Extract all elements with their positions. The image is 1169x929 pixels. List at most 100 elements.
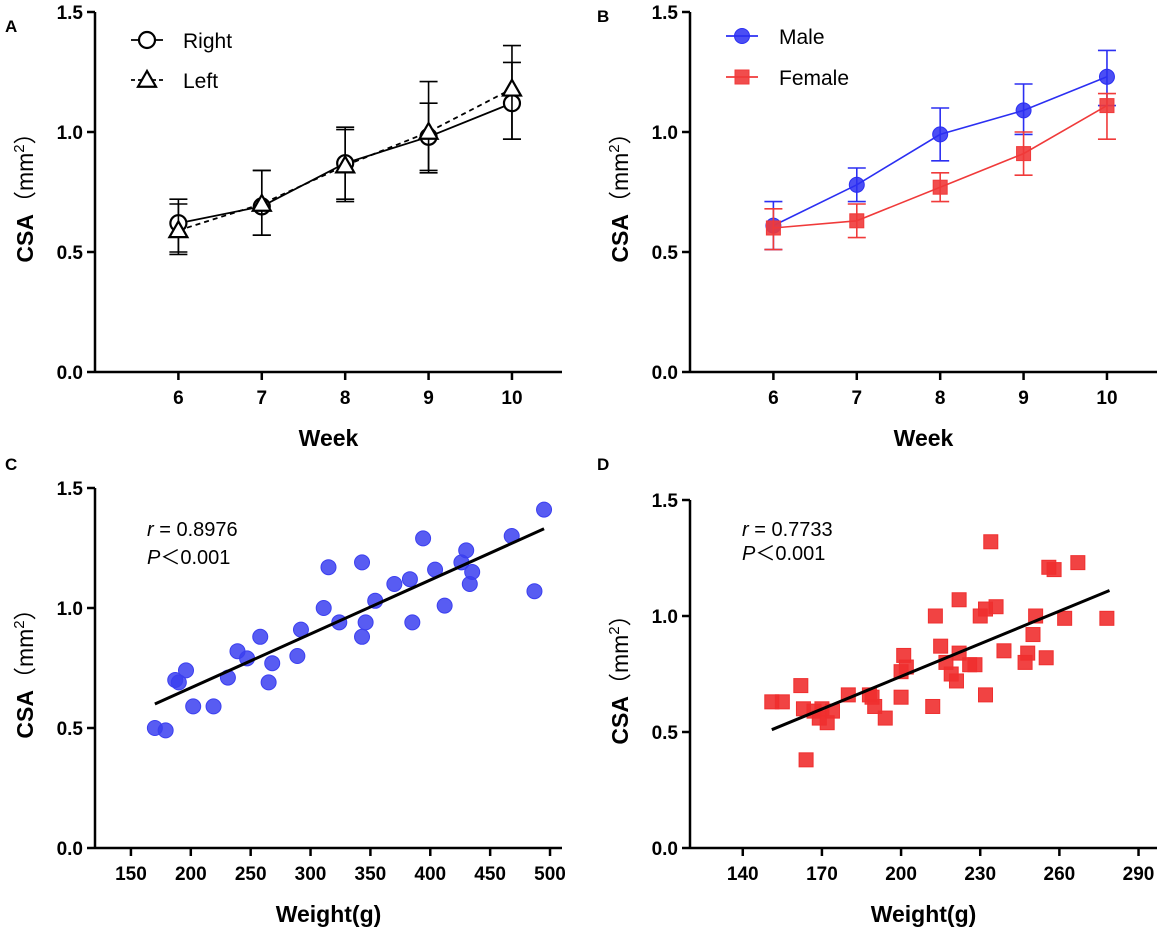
data-point [932, 179, 948, 195]
panel-b: 0.0 0.5 1.0 1.5 6 7 8 9 10 Week CSA（mm2） B Male Femal… [597, 3, 1157, 451]
data-point [774, 694, 790, 710]
x-tick-label: 200 [885, 864, 917, 885]
data-point [458, 542, 475, 559]
y-tick-label: 1.5 [57, 3, 84, 24]
data-point [948, 673, 964, 689]
y-axis-title-close: ） [607, 121, 633, 144]
data-point [354, 554, 371, 571]
data-point [289, 648, 306, 664]
series-female [764, 92, 1116, 251]
data-point [765, 220, 781, 236]
data-point [167, 219, 190, 239]
y-axis-title-unit: （mm [12, 629, 38, 690]
data-point [996, 643, 1012, 659]
data-point [1057, 610, 1073, 626]
r-symbol: r [147, 519, 155, 541]
data-point [170, 674, 187, 691]
x-tick-label: 10 [1096, 388, 1117, 409]
data-point [848, 176, 865, 193]
data-point [932, 126, 949, 143]
data-point [178, 662, 195, 679]
x-axis-title: Weight(g) [276, 901, 382, 927]
y-tick-label: 0.0 [652, 839, 678, 860]
y-tick-label: 0.5 [652, 243, 679, 264]
data-point [1020, 645, 1036, 661]
panel-letter: A [5, 17, 17, 36]
data-point [264, 655, 281, 672]
x-tick-label: 9 [423, 388, 434, 409]
data-point [417, 120, 440, 140]
data-point [1098, 68, 1115, 85]
y-tick-label: 1.5 [652, 491, 679, 512]
y-tick-label: 0.0 [57, 839, 83, 860]
regression-line [771, 589, 1111, 732]
x-tick-label: 260 [1044, 864, 1076, 885]
x-tick-label: 290 [1123, 864, 1155, 885]
x-tick-label: 250 [235, 864, 267, 885]
data-point [464, 564, 481, 580]
data-point [925, 698, 941, 714]
y-axis-title: CSA（mm2） [606, 603, 633, 744]
data-point [526, 583, 543, 600]
data-point [1015, 102, 1032, 119]
x-tick-label: 230 [964, 864, 996, 885]
x-tick-label: 150 [115, 864, 147, 885]
y-axis-title: CSA（mm2） [11, 121, 38, 262]
data-point [260, 674, 277, 691]
data-point [951, 592, 967, 608]
y-axis-title-close: ） [12, 597, 38, 620]
x-axis-title: Week [299, 425, 359, 451]
regression-line [154, 527, 545, 706]
x-tick-label: 300 [295, 864, 327, 885]
y-axis-title: CSA（mm2） [606, 121, 633, 262]
x-tick-label: 9 [1018, 388, 1029, 409]
data-point [867, 698, 883, 714]
data-point [501, 77, 523, 97]
r-value: = 0.8976 [154, 519, 238, 541]
p-value: ＜0.001 [160, 547, 230, 569]
data-point [250, 192, 273, 212]
series-left [167, 44, 523, 256]
data-point [1025, 627, 1041, 643]
y-axis-title: CSA（mm2） [11, 597, 38, 738]
y-axis-title-sup: 2 [11, 144, 28, 152]
x-tick-label: 450 [474, 864, 506, 885]
x-tick-label: 8 [340, 388, 351, 409]
y-tick-label: 0.0 [652, 363, 678, 384]
legend-marker [137, 30, 157, 50]
y-axis-title-close: ） [12, 121, 38, 144]
x-tick-label: 500 [534, 864, 566, 885]
data-point [1099, 98, 1115, 114]
x-tick-label: 6 [173, 388, 184, 409]
legend-marker [734, 28, 750, 44]
x-tick-label: 350 [355, 864, 387, 885]
x-tick-label: 10 [501, 388, 522, 409]
p-symbol: P [147, 547, 161, 569]
x-tick-label: 400 [414, 864, 446, 885]
data-point [252, 628, 269, 645]
y-tick-label: 0.5 [652, 723, 679, 744]
legend-label: Left [183, 70, 218, 93]
data-point [357, 614, 374, 631]
r-value: = 0.7733 [749, 519, 833, 541]
legend-item-right: Right [131, 30, 232, 53]
y-tick-label: 1.5 [652, 3, 679, 24]
x-tick-label: 6 [768, 388, 779, 409]
legend-label: Male [779, 26, 825, 49]
panel-letter: D [597, 455, 609, 474]
data-point [877, 710, 893, 726]
x-tick-label: 7 [851, 388, 862, 409]
data-point [1099, 610, 1115, 626]
r-value-label: r = 0.7733 [742, 519, 833, 541]
data-point [354, 628, 371, 645]
y-axis-title-main: CSA [607, 696, 633, 745]
legend-item-left: Left [131, 68, 218, 93]
y-tick-label: 1.0 [57, 123, 83, 144]
legend-item-female: Female [726, 67, 849, 90]
y-tick-label: 1.0 [652, 123, 678, 144]
panel-c: 0.0 0.5 1.0 1.5 150 200 250 300 350 400 450 500 Weig… [5, 455, 566, 927]
legend-marker [734, 69, 750, 85]
legend-label: Right [183, 30, 232, 53]
y-axis-title-main: CSA [12, 214, 38, 263]
